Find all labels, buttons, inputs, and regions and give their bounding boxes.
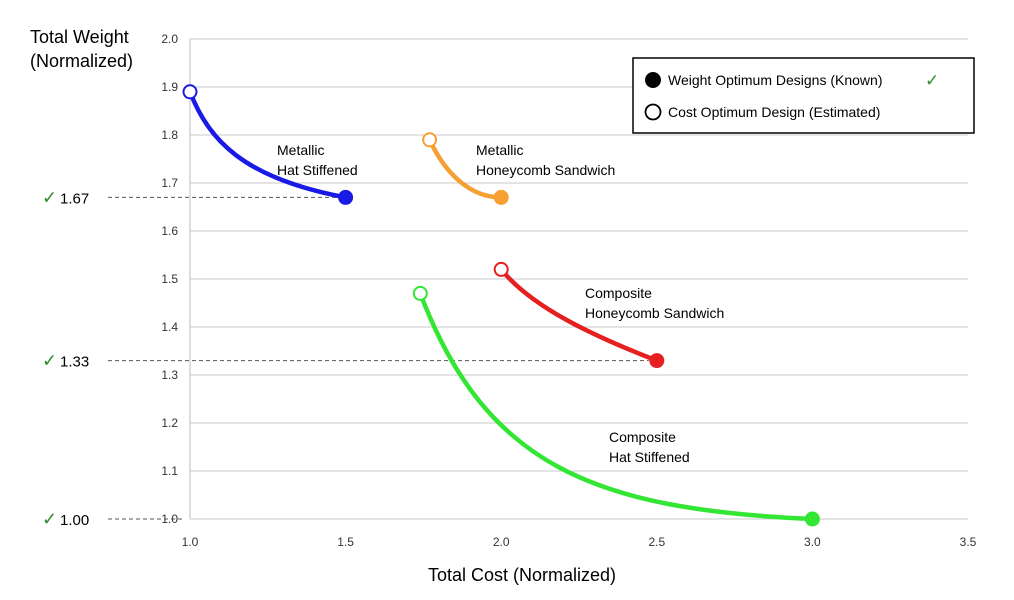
x-tick-label: 1.5 — [337, 535, 354, 549]
series-curves — [182, 84, 820, 527]
series-label-line: Metallic — [277, 142, 324, 158]
y-axis-title-line-1: Total Weight — [30, 27, 129, 47]
cost-optimum-point — [493, 261, 509, 277]
cost-optimum-point — [422, 132, 438, 148]
x-tick-label: 3.5 — [960, 535, 977, 549]
reference-value-label: 1.67 — [60, 190, 89, 207]
legend-check-mark: ✓ — [925, 71, 939, 91]
reference-value-label: 1.33 — [60, 354, 89, 371]
y-tick-label: 2.0 — [161, 32, 178, 46]
y-tick-labels: 1.0 1.1 1.2 1.3 1.4 1.5 1.6 1.7 1.8 1.9 2.0 — [161, 32, 178, 526]
series-label-line: Composite — [609, 429, 676, 445]
series-4 — [412, 285, 820, 527]
weight-optimum-point — [649, 353, 665, 369]
x-tick-label: 1.0 — [182, 535, 199, 549]
series-line — [187, 89, 348, 200]
series-labels: Metallic Hat Stiffened Metallic Honeycomb S… — [277, 142, 724, 465]
series-label-line: Metallic — [476, 142, 523, 158]
y-tick-label: 1.1 — [161, 464, 178, 478]
y-tick-label: 1.8 — [161, 128, 178, 142]
legend-filled-marker — [645, 72, 661, 88]
series-2 — [422, 132, 509, 205]
x-axis-title: Total Cost (Normalized) — [428, 565, 616, 585]
y-tick-label: 1.9 — [161, 80, 178, 94]
series-line — [427, 137, 504, 200]
x-tick-label: 2.0 — [493, 535, 510, 549]
weight-optimum-point — [338, 189, 354, 205]
series-line — [498, 267, 660, 363]
series-line — [418, 291, 815, 522]
y-tick-label: 1.7 — [161, 176, 178, 190]
reference-check-mark: ✓ — [42, 351, 57, 372]
series-label-line: Hat Stiffened — [277, 162, 358, 178]
series-label-line: Hat Stiffened — [609, 449, 690, 465]
x-tick-label: 3.0 — [804, 535, 821, 549]
y-tick-label: 1.3 — [161, 368, 178, 382]
reference-check-mark: ✓ — [42, 509, 57, 530]
y-tick-label: 1.5 — [161, 272, 178, 286]
cost-optimum-point — [412, 285, 428, 301]
series-label: Metallic Honeycomb Sandwich — [476, 142, 615, 178]
series-3 — [493, 261, 665, 369]
y-tick-label: 1.6 — [161, 224, 178, 238]
series-label: Composite Honeycomb Sandwich — [585, 285, 724, 321]
x-tick-labels: 1.0 1.5 2.0 2.5 3.0 3.5 — [182, 535, 977, 549]
legend-label-cost-optimum: Cost Optimum Design (Estimated) — [668, 104, 880, 120]
series-label-line: Composite — [585, 285, 652, 301]
reference-value-label: 1.00 — [60, 512, 89, 529]
series-label-line: Honeycomb Sandwich — [585, 305, 724, 321]
weight-optimum-point — [493, 189, 509, 205]
x-tick-label: 2.5 — [648, 535, 665, 549]
weight-optimum-point — [804, 511, 820, 527]
y-axis-title-line-2: (Normalized) — [30, 51, 133, 71]
legend-open-marker — [644, 103, 662, 121]
cost-optimum-point — [182, 84, 198, 100]
reference-check-mark: ✓ — [42, 187, 57, 208]
y-tick-label: 1.4 — [161, 320, 178, 334]
y-tick-label: 1.0 — [161, 512, 178, 526]
series-label-line: Honeycomb Sandwich — [476, 162, 615, 178]
y-tick-label: 1.2 — [161, 416, 178, 430]
series-label: Composite Hat Stiffened — [609, 429, 690, 465]
legend: Weight Optimum Designs (Known) ✓ Cost Op… — [632, 57, 975, 134]
legend-label-weight-optimum: Weight Optimum Designs (Known) — [668, 72, 882, 88]
series-label: Metallic Hat Stiffened — [277, 142, 358, 178]
series-1 — [182, 84, 354, 205]
legend-box — [632, 57, 975, 134]
reference-markers: ✓ 1.67✓ 1.33✓ 1.00 — [42, 187, 649, 530]
y-axis-title: Total Weight (Normalized) — [30, 27, 134, 71]
